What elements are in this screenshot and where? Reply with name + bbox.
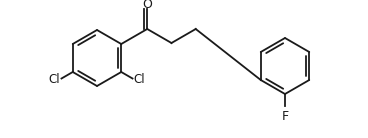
Text: F: F [282, 110, 289, 123]
Text: O: O [142, 0, 152, 10]
Text: Cl: Cl [134, 73, 145, 86]
Text: Cl: Cl [49, 73, 60, 86]
